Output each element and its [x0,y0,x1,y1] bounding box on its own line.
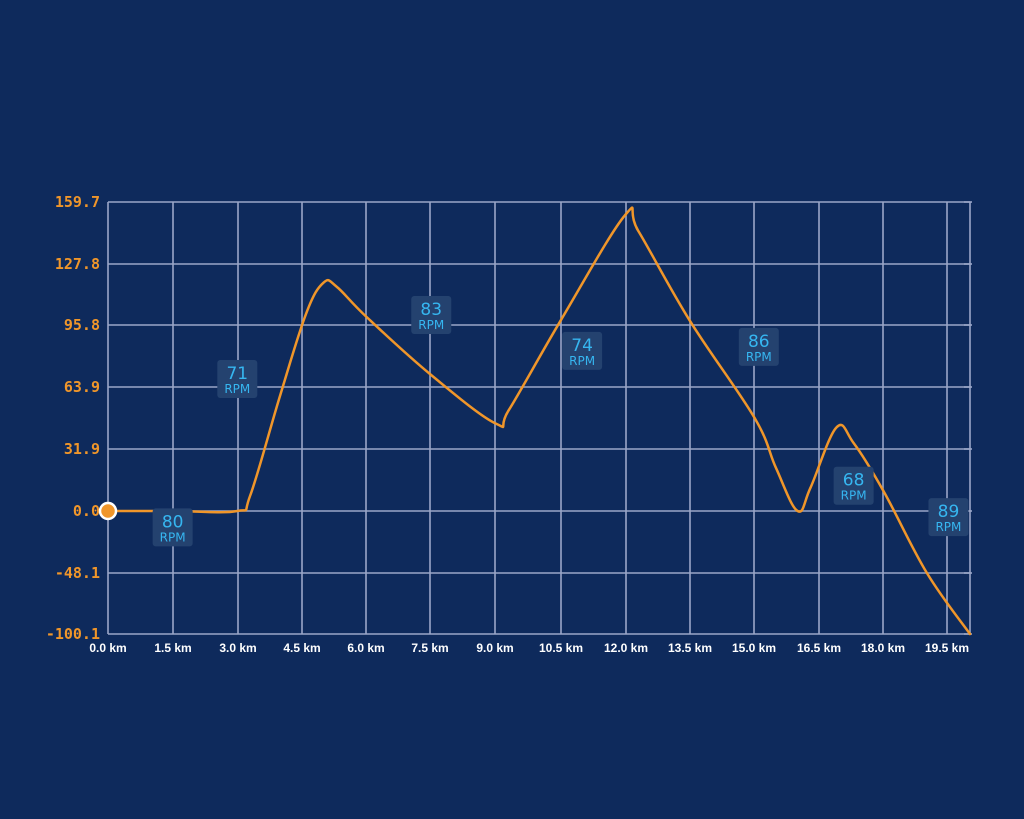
data-label-unit: RPM [841,489,867,503]
data-label-value: 71 [226,364,248,384]
y-tick-label: 31.9 [64,440,100,458]
data-label-box [833,466,874,505]
x-tick-label: 13.5 km [668,641,712,655]
series-line [106,206,972,636]
y-tick-label: -48.1 [55,564,100,582]
data-label-box [928,498,969,537]
x-tick-label: 15.0 km [732,641,776,655]
y-tick-label: -100.1 [46,625,100,643]
data-label-unit: RPM [746,350,772,364]
x-tick-label: 16.5 km [797,641,841,655]
data-label-value: 83 [420,300,442,320]
y-tick-label: 0.0 [73,502,100,520]
data-label-box [152,508,193,547]
x-tick-label: 1.5 km [154,641,191,655]
x-tick-label: 19.5 km [925,641,969,655]
start-point-marker [98,501,118,521]
x-tick-label: 0.0 km [89,641,126,655]
data-label-unit: RPM [418,318,444,332]
x-tick-label: 3.0 km [219,641,256,655]
x-tick-label: 6.0 km [347,641,384,655]
data-label-value: 74 [571,336,593,356]
data-label-value: 86 [748,332,770,352]
data-label-value: 89 [938,502,960,522]
x-axis-ticks: 0.0 km 1.5 km 3.0 km 4.5 km 6.0 km 7.5 km 9.0 … [89,641,969,655]
y-tick-label: 159.7 [55,193,100,211]
data-label-value: 68 [843,471,865,491]
x-tick-label: 4.5 km [283,641,320,655]
data-label-unit: RPM [935,520,961,534]
data-label-unit: RPM [160,530,186,544]
data-label-box [562,331,603,370]
x-tick-label: 10.5 km [539,641,583,655]
data-label-value: 80 [162,512,184,532]
y-tick-label: 95.8 [64,316,100,334]
y-axis-ticks: 159.7 127.8 95.8 63.9 31.9 0.0 -48.1 -100.1 [46,193,100,643]
data-label-box [411,296,452,335]
x-tick-label: 9.0 km [476,641,513,655]
data-label-box [217,360,258,399]
grid [107,201,972,635]
x-tick-label: 7.5 km [411,641,448,655]
y-tick-label: 63.9 [64,378,100,396]
data-label-unit: RPM [224,382,250,396]
y-tick-label: 127.8 [55,255,100,273]
data-label-box [738,327,779,366]
x-tick-label: 12.0 km [604,641,648,655]
x-tick-label: 18.0 km [861,641,905,655]
data-label-unit: RPM [569,354,595,368]
